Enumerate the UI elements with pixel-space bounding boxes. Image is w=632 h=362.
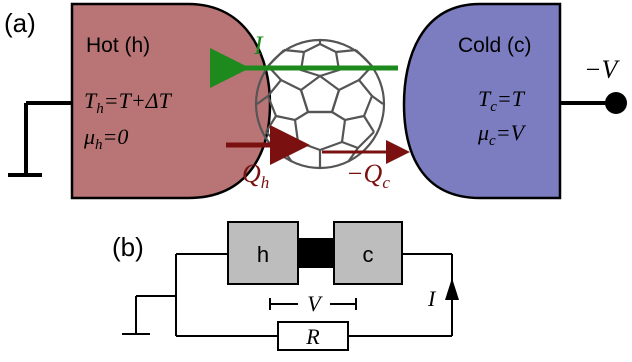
ground-symbol-a (8, 101, 72, 177)
hot-reservoir-title: Hot (h) (86, 34, 150, 57)
current-arrow-b (445, 278, 459, 300)
voltage-label-a: −V (584, 55, 621, 84)
heat-cold-label: −Qc (346, 159, 390, 192)
cold-reservoir (402, 2, 562, 200)
cold-chemical-potential-label: μc=V (477, 120, 527, 149)
cold-box (333, 221, 403, 285)
cold-reservoir-title: Cold (c) (458, 34, 532, 57)
fullerene-molecule-icon (254, 38, 386, 170)
resistor (277, 321, 349, 351)
hot-box-label: h (257, 242, 269, 267)
panel-b-label: (b) (112, 232, 144, 262)
heat-hot-label: Qh (242, 159, 269, 192)
hot-box (227, 221, 299, 285)
hot-temperature-label: Th=T+ΔT (84, 88, 173, 117)
voltage-label-b: V (307, 291, 323, 316)
cold-box-label: c (363, 242, 374, 267)
resistor-label: R (305, 324, 320, 349)
current-label-a: I (253, 31, 264, 60)
current-label-b: I (427, 286, 437, 311)
junction-bar (298, 238, 334, 268)
cold-temperature-label: Tc=T (478, 86, 526, 115)
ground-symbol-b (122, 295, 176, 335)
hot-chemical-potential-label: μh=0 (83, 124, 128, 153)
panel-a-label: (a) (4, 8, 36, 38)
voltage-terminal-a (560, 92, 627, 114)
voltage-marker (269, 298, 357, 310)
